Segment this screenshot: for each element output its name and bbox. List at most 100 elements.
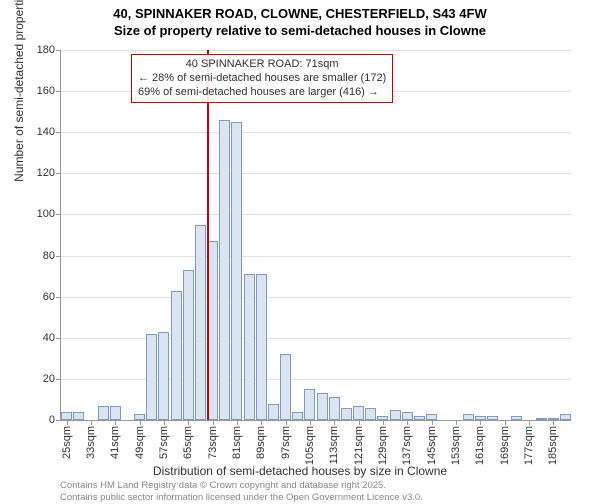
x-tick-label: 25sqm [61,426,73,459]
x-tick-label: 49sqm [134,426,146,459]
x-tick-mark [237,420,238,425]
reference-line [207,50,209,420]
x-tick-mark [91,420,92,425]
x-tick-mark [383,420,384,425]
x-tick-label: 161sqm [474,426,486,465]
histogram-bar [73,412,84,420]
footer-line-1: Contains HM Land Registry data © Crown c… [60,480,386,491]
chart-title: 40, SPINNAKER ROAD, CLOWNE, CHESTERFIELD… [0,0,600,40]
x-tick-label: 89sqm [255,426,267,459]
x-tick-label: 169sqm [499,426,511,465]
histogram-bar [61,412,72,420]
histogram-bar [171,291,182,421]
y-tick-label: 80 [43,250,55,262]
histogram-bar [98,406,109,420]
histogram-bar [317,393,328,420]
histogram-bar [353,406,364,420]
y-tick-mark [56,91,61,92]
annotation-line-2: ← 28% of semi-detached houses are smalle… [138,72,386,86]
chart-container: 40, SPINNAKER ROAD, CLOWNE, CHESTERFIELD… [0,0,600,500]
x-tick-mark [407,420,408,425]
x-tick-label: 57sqm [158,426,170,459]
x-tick-label: 113sqm [328,426,340,464]
x-tick-mark [505,420,506,425]
histogram-bar [536,418,547,420]
x-tick-label: 33sqm [85,426,97,459]
histogram-bar [463,414,474,420]
gridline [61,338,571,339]
histogram-bar [158,332,169,420]
y-tick-mark [56,379,61,380]
y-tick-mark [56,173,61,174]
annotation-box: 40 SPINNAKER ROAD: 71sqm ← 28% of semi-d… [131,54,393,103]
y-tick-label: 60 [43,291,55,303]
footer-attribution: Contains HM Land Registry data © Crown c… [60,480,423,504]
x-tick-label: 153sqm [450,426,462,465]
x-tick-mark [480,420,481,425]
histogram-bar [365,408,376,420]
x-tick-mark [213,420,214,425]
x-tick-mark [359,420,360,425]
x-tick-mark [188,420,189,425]
histogram-bar [341,408,352,420]
gridline [61,214,571,215]
x-tick-mark [432,420,433,425]
y-tick-mark [56,297,61,298]
x-tick-mark [553,420,554,425]
annotation-line-3: 69% of semi-detached houses are larger (… [138,86,386,100]
x-tick-label: 73sqm [207,426,219,459]
y-tick-label: 180 [37,44,55,56]
gridline [61,132,571,133]
x-tick-mark [334,420,335,425]
gridline [61,256,571,257]
y-tick-mark [56,256,61,257]
x-tick-mark [529,420,530,425]
plot-area: 02040608010012014016018025sqm33sqm41sqm4… [60,50,571,421]
title-line-1: 40, SPINNAKER ROAD, CLOWNE, CHESTERFIELD… [113,6,486,21]
histogram-bar [560,414,571,420]
x-tick-label: 137sqm [401,426,413,465]
histogram-bar [268,404,279,420]
x-tick-label: 97sqm [280,426,292,459]
gridline [61,379,571,380]
x-tick-mark [115,420,116,425]
histogram-bar [256,274,267,420]
histogram-bar [231,122,242,420]
y-tick-label: 140 [37,126,55,138]
x-tick-label: 65sqm [182,426,194,459]
y-tick-mark [56,132,61,133]
x-tick-label: 41sqm [109,426,121,459]
histogram-bar [304,389,315,420]
footer-line-2: Contains public sector information licen… [60,492,423,503]
histogram-bar [280,354,291,420]
y-tick-label: 100 [37,208,55,220]
y-tick-mark [56,214,61,215]
y-tick-label: 0 [49,414,55,426]
histogram-bar [146,334,157,420]
x-tick-label: 185sqm [547,426,559,465]
x-tick-label: 105sqm [304,426,316,465]
y-axis-label: Number of semi-detached properties [12,0,26,182]
histogram-bar [402,412,413,420]
y-tick-label: 40 [43,332,55,344]
histogram-bar [183,270,194,420]
histogram-bar [244,274,255,420]
histogram-bar [329,397,340,420]
y-tick-label: 160 [37,85,55,97]
x-tick-mark [286,420,287,425]
histogram-bar [110,406,121,420]
title-line-2: Size of property relative to semi-detach… [114,23,486,38]
x-tick-mark [456,420,457,425]
histogram-bar [390,410,401,420]
histogram-bar [195,225,206,420]
x-tick-mark [140,420,141,425]
histogram-bar [511,416,522,420]
x-tick-label: 145sqm [426,426,438,465]
histogram-bar [219,120,230,420]
x-tick-mark [67,420,68,425]
x-tick-label: 177sqm [523,426,535,465]
y-tick-mark [56,420,61,421]
histogram-bar [414,416,425,420]
x-tick-label: 129sqm [377,426,389,465]
x-tick-mark [261,420,262,425]
